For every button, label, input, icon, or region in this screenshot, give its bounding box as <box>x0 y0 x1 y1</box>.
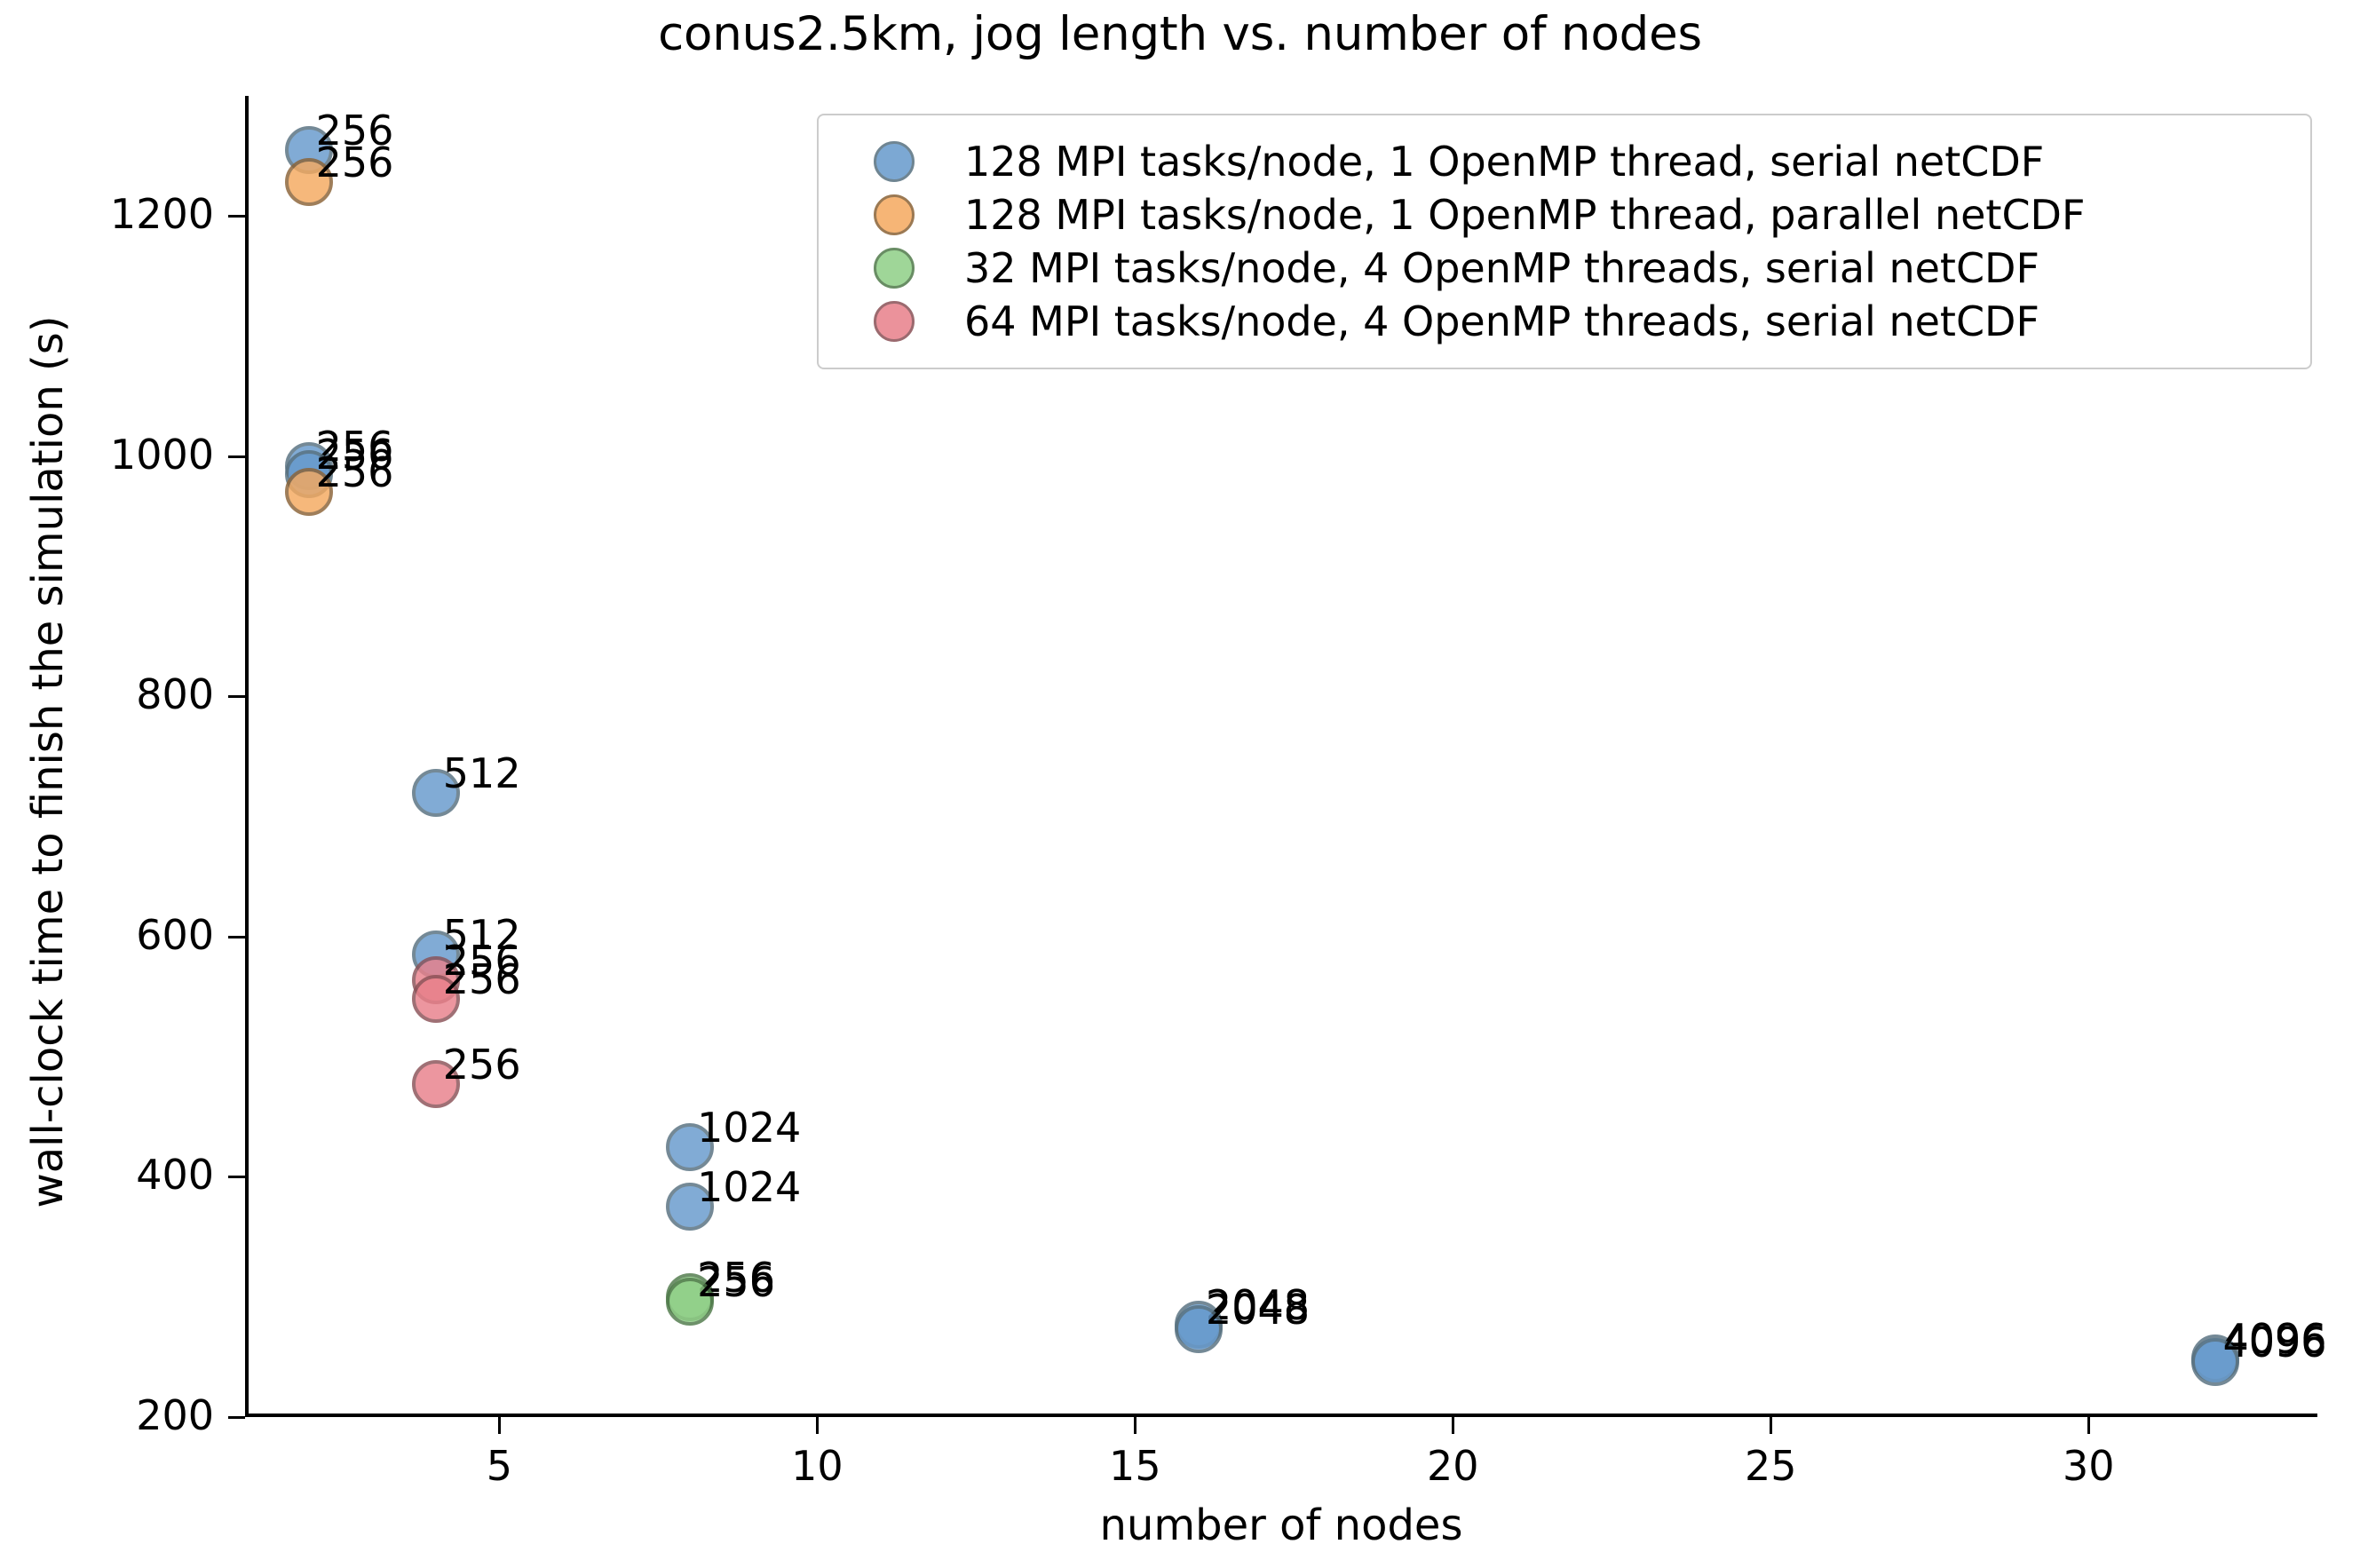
data-point[interactable] <box>1174 1305 1223 1354</box>
data-point[interactable] <box>411 1060 460 1109</box>
x-tick <box>1134 1417 1137 1434</box>
page-title: conus2.5km, jog length vs. number of nod… <box>658 7 1702 61</box>
data-point[interactable] <box>411 975 460 1024</box>
data-point[interactable] <box>2191 1337 2240 1386</box>
legend-item-label: 32 MPI tasks/node, 4 OpenMP threads, ser… <box>964 244 2039 292</box>
x-tick <box>2087 1417 2091 1434</box>
y-tick <box>228 695 245 699</box>
x-tick <box>816 1417 820 1434</box>
y-tick <box>228 1416 245 1419</box>
legend: 128 MPI tasks/node, 1 OpenMP thread, ser… <box>817 114 2312 369</box>
data-point[interactable] <box>666 1183 715 1231</box>
x-axis-label: number of nodes <box>1099 1501 1463 1550</box>
data-point[interactable] <box>666 1122 715 1171</box>
legend-marker-icon <box>874 248 915 289</box>
legend-item-label: 128 MPI tasks/node, 1 OpenMP thread, ser… <box>964 138 2045 186</box>
y-tick-label: 800 <box>136 670 214 719</box>
y-axis-label: wall-clock time to finish the simulation… <box>23 315 73 1208</box>
x-tick <box>1452 1417 1455 1434</box>
x-tick-label: 30 <box>2062 1442 2115 1490</box>
y-tick-label: 1000 <box>109 430 214 479</box>
y-tick-label: 1200 <box>109 190 214 239</box>
y-tick-label: 400 <box>136 1151 214 1200</box>
legend-marker-icon <box>874 301 915 342</box>
legend-item-label: 64 MPI tasks/node, 4 OpenMP threads, ser… <box>964 297 2039 345</box>
legend-marker-icon <box>874 194 915 235</box>
y-tick-label: 600 <box>136 910 214 959</box>
data-point[interactable] <box>284 468 333 517</box>
legend-item-label: 128 MPI tasks/node, 1 OpenMP thread, par… <box>964 191 2086 239</box>
y-tick <box>228 1176 245 1179</box>
legend-item[interactable]: 128 MPI tasks/node, 1 OpenMP thread, ser… <box>842 135 2287 188</box>
x-tick-label: 5 <box>486 1442 513 1490</box>
y-tick <box>228 935 245 938</box>
x-tick-label: 20 <box>1427 1442 1479 1490</box>
y-axis-line <box>245 96 249 1417</box>
legend-marker-icon <box>874 141 915 182</box>
data-point[interactable] <box>284 158 333 207</box>
x-tick <box>1770 1417 1773 1434</box>
legend-item[interactable]: 128 MPI tasks/node, 1 OpenMP thread, par… <box>842 188 2287 242</box>
y-tick <box>228 455 245 458</box>
legend-item[interactable]: 64 MPI tasks/node, 4 OpenMP threads, ser… <box>842 295 2287 348</box>
x-tick-label: 10 <box>791 1442 843 1490</box>
legend-item[interactable]: 32 MPI tasks/node, 4 OpenMP threads, ser… <box>842 242 2287 295</box>
x-tick-label: 15 <box>1109 1442 1161 1490</box>
data-point[interactable] <box>666 1278 715 1326</box>
x-tick <box>498 1417 502 1434</box>
x-tick-label: 25 <box>1745 1442 1797 1490</box>
y-tick <box>228 215 245 218</box>
x-axis-line <box>245 1414 2317 1417</box>
data-point[interactable] <box>411 768 460 817</box>
y-tick-label: 200 <box>136 1391 214 1439</box>
